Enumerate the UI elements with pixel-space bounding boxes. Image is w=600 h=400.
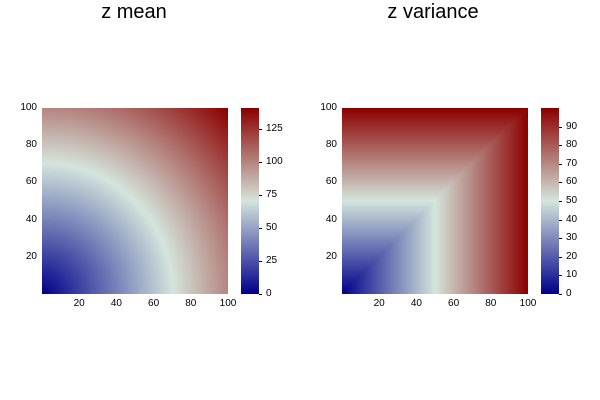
colorbar-tick-mark [559,201,562,202]
colorbar-tick-mark [559,294,562,295]
colorbar-tick-label: 50 [566,195,578,206]
y-tick-label: 20 [25,250,37,262]
y-tick-label: 80 [325,139,337,151]
y-tick-label: 40 [325,213,337,225]
colorbar-tick-mark [259,228,262,230]
colorbar-tick-label: 60 [566,176,578,188]
x-tick-label: 20 [373,298,385,309]
y-tick-label: 20 [325,250,337,262]
colorbar-tick-label: 75 [266,189,278,201]
x-tick-label: 40 [410,298,422,309]
x-tick-label: 40 [110,298,122,309]
colorbar-tick-mark [559,256,562,258]
colorbar-tick-mark [259,195,262,197]
y-tick-label: 60 [25,176,37,188]
colorbar-tick-label: 25 [266,255,278,267]
heatmap-z-mean [42,108,228,294]
colorbar-z-variance [541,108,559,294]
y-tick-label: 80 [25,139,37,151]
colorbar-tick-label: 20 [566,250,578,262]
colorbar-tick-mark [559,182,562,184]
colorbar-tick-mark [559,163,562,165]
colorbar-tick-label: 30 [566,232,578,244]
colorbar-tick-label: 10 [566,269,578,281]
colorbar-tick-label: 0 [266,288,272,299]
x-tick-label: 100 [219,298,237,309]
heatmap-z-variance [342,108,528,294]
colorbar-tick-mark [559,219,562,221]
y-tick-label: 100 [320,102,337,113]
y-tick-label: 100 [20,102,37,113]
chart-title-z-variance: z variance [387,1,479,23]
colorbar-tick-mark [559,275,562,277]
colorbar-tick-label: 125 [266,123,283,135]
colorbar-tick-mark [259,129,262,131]
colorbar-tick-mark [259,261,262,263]
colorbar-tick-label: 100 [266,156,283,168]
x-tick-label: 60 [148,298,160,309]
colorbar-tick-mark [259,294,262,295]
colorbar-tick-mark [559,145,562,147]
colorbar-z-mean [241,108,259,294]
y-tick-label: 60 [325,176,337,188]
colorbar-tick-mark [559,238,562,240]
colorbar-tick-label: 90 [566,120,578,132]
colorbar-tick-label: 0 [566,288,572,299]
colorbar-tick-mark [259,162,262,164]
x-tick-label: 100 [519,298,537,309]
x-tick-label: 20 [73,298,85,309]
colorbar-tick-label: 80 [566,139,578,151]
colorbar-tick-mark [559,126,562,128]
y-tick-label: 40 [25,213,37,225]
colorbar-tick-label: 50 [266,222,278,234]
colorbar-tick-label: 70 [566,157,578,169]
x-tick-label: 80 [185,298,197,309]
chart-title-z-mean: z mean [101,1,167,23]
x-tick-label: 80 [485,298,497,309]
x-tick-label: 60 [448,298,460,309]
colorbar-tick-label: 40 [566,213,578,225]
